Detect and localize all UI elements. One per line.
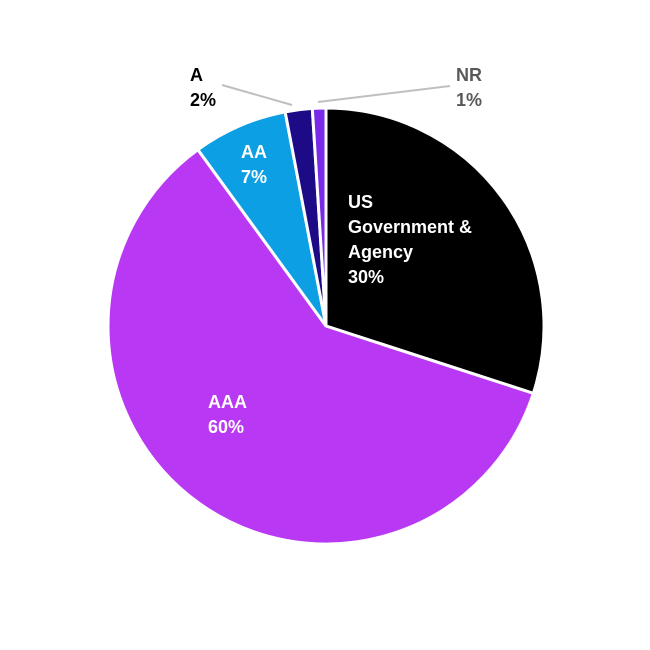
value-label: 7% (241, 167, 268, 187)
slice-label: US Government & Agency 30% (348, 190, 498, 290)
category-label: AAA (208, 392, 247, 412)
category-label: AA (241, 142, 267, 162)
category-label: A (190, 65, 203, 85)
leader-line (317, 85, 451, 103)
pie-slice (324, 106, 546, 396)
value-label: 30% (348, 267, 385, 287)
value-label: 2% (190, 90, 217, 110)
value-label: 1% (456, 90, 483, 110)
pie-slice (310, 106, 328, 327)
pie-slice (106, 147, 536, 546)
slice-label: NR 1% (456, 63, 516, 113)
slice-label: A 2% (190, 63, 250, 113)
category-label: US Government & Agency (348, 192, 473, 262)
category-label: NR (456, 65, 482, 85)
slice-label: AA 7% (241, 140, 301, 190)
slice-label: AAA 60% (208, 390, 288, 440)
leader-line (221, 84, 293, 106)
value-label: 60% (208, 417, 245, 437)
